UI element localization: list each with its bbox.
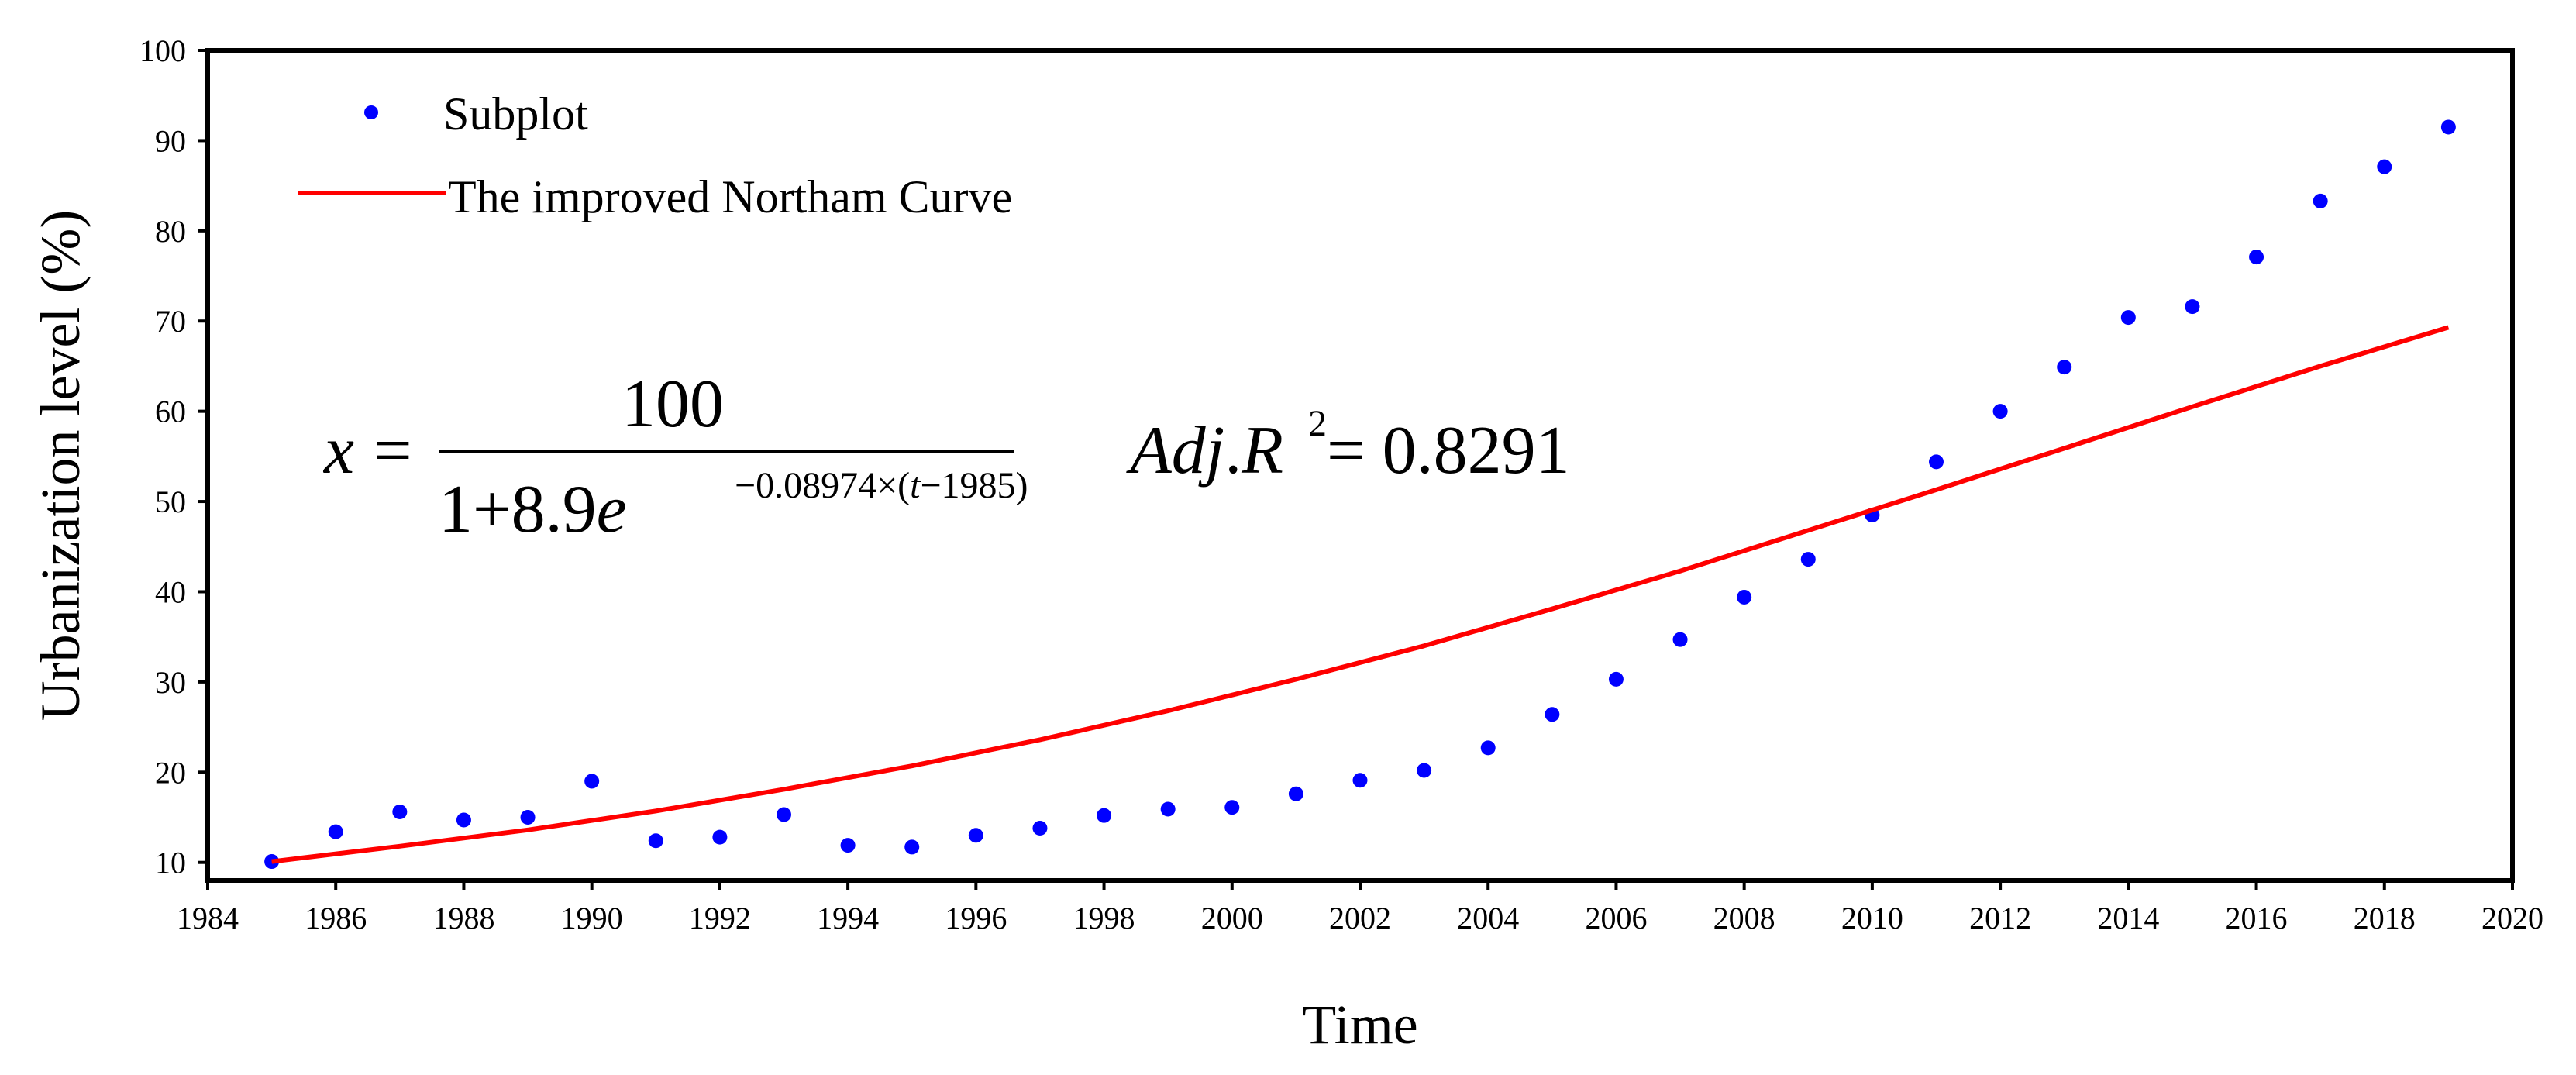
y-tick-label-30: 30 — [155, 665, 186, 700]
data-point-2007 — [1672, 632, 1688, 647]
formula-base: e — [597, 472, 627, 547]
data-point-2000 — [1224, 800, 1240, 815]
x-tick-label-1996: 1996 — [945, 901, 1007, 935]
x-tick-label-1986: 1986 — [305, 901, 367, 935]
y-tick-label-40: 40 — [155, 574, 186, 609]
data-point-2019 — [2440, 119, 2456, 135]
data-point-1996 — [968, 828, 983, 843]
fit-label-a: Adj — [1126, 413, 1224, 488]
data-point-2006 — [1608, 671, 1624, 687]
fit-label-r: R — [1241, 413, 1283, 488]
y-tick-label-90: 90 — [155, 123, 186, 158]
data-point-1990 — [584, 774, 600, 789]
y-tick-label-10: 10 — [155, 846, 186, 880]
y-tick-label-100: 100 — [139, 33, 186, 68]
fit-label-sup: 2 — [1308, 403, 1327, 444]
x-tick-label-2000: 2000 — [1201, 901, 1263, 935]
axes: 1984 1986 1988 1990 1992 1994 1996 1998 2000 2002… — [29, 33, 2543, 1056]
data-point-1993 — [777, 807, 791, 822]
x-tick-label-2008: 2008 — [1713, 901, 1775, 935]
legend-label-subplot: Subplot — [443, 88, 588, 140]
x-tick-label-2016: 2016 — [2226, 901, 2288, 935]
data-point-1999 — [1160, 801, 1176, 817]
data-point-2016 — [2249, 250, 2264, 265]
data-point-1992 — [712, 829, 728, 845]
data-point-2017 — [2313, 193, 2328, 208]
y-axis-title: Urbanization level (%) — [29, 210, 91, 722]
x-tick-label-2006: 2006 — [1585, 901, 1647, 935]
data-point-2001 — [1288, 786, 1303, 801]
data-point-2008 — [1737, 589, 1752, 605]
data-point-1998 — [1097, 808, 1112, 823]
data-point-1997 — [1032, 820, 1048, 836]
data-point-2004 — [1480, 740, 1496, 756]
data-point-2014 — [2120, 310, 2136, 326]
formula-exponent-var: t — [910, 465, 921, 506]
x-tick-label-1998: 1998 — [1073, 901, 1135, 935]
x-tick-label-1990: 1990 — [561, 901, 623, 935]
formula-annotation: x = 100 1+8.9e −0.08974×(t−1985) — [322, 367, 1028, 547]
data-point-2015 — [2185, 299, 2200, 315]
data-point-1989 — [520, 810, 536, 825]
x-tick-label-1994: 1994 — [817, 901, 879, 935]
data-point-2005 — [1545, 707, 1560, 722]
fit-annotation: Adj.R 2 = 0.8291 — [1126, 403, 1570, 488]
legend: Subplot The improved Northam Curve — [298, 88, 1012, 222]
data-point-1986 — [328, 824, 343, 839]
fit-value: = 0.8291 — [1327, 413, 1570, 488]
data-point-2002 — [1352, 773, 1368, 788]
data-point-1994 — [840, 838, 856, 853]
data-point-2003 — [1417, 763, 1432, 778]
data-point-2018 — [2377, 159, 2392, 174]
data-point-1987 — [392, 805, 408, 820]
data-point-2012 — [1992, 404, 2008, 419]
x-axis-title: Time — [1302, 994, 1417, 1056]
formula-exponent-a: −0.08974×( — [735, 465, 910, 506]
x-tick-label-2012: 2012 — [1969, 901, 2031, 935]
legend-label-northam: The improved Northam Curve — [448, 171, 1012, 222]
data-point-1991 — [648, 833, 663, 849]
fit-label-dot: . — [1224, 413, 1242, 488]
y-tick-label-70: 70 — [155, 304, 186, 339]
x-tick-label-2020: 2020 — [2481, 901, 2543, 935]
data-point-1988 — [456, 812, 471, 828]
x-tick-label-1984: 1984 — [177, 901, 239, 935]
x-tick-label-1988: 1988 — [432, 901, 494, 935]
data-point-2009 — [1800, 552, 1816, 567]
data-point-2013 — [2057, 360, 2072, 375]
legend-marker-subplot — [364, 105, 378, 119]
formula-equals: = — [374, 413, 412, 488]
x-tick-label-1992: 1992 — [689, 901, 751, 935]
plot-area — [264, 119, 2456, 870]
x-tick-label-2018: 2018 — [2354, 901, 2416, 935]
formula-exponent: −0.08974×(t−1985) — [735, 465, 1028, 506]
y-tick-label-80: 80 — [155, 214, 186, 249]
formula-numerator: 100 — [622, 367, 724, 442]
formula-exponent-b: −1985) — [920, 465, 1028, 506]
data-point-2011 — [1929, 454, 1944, 470]
formula-denominator: 1+8.9e — [439, 472, 627, 547]
series-line-northam-curve — [271, 325, 2450, 864]
formula-lhs: x — [322, 413, 354, 488]
x-tick-label-2014: 2014 — [2097, 901, 2159, 935]
y-tick-label-20: 20 — [155, 755, 186, 790]
x-tick-label-2004: 2004 — [1457, 901, 1519, 935]
x-tick-label-2002: 2002 — [1329, 901, 1391, 935]
fit-label: Adj.R — [1126, 413, 1283, 488]
x-tick-label-2010: 2010 — [1841, 901, 1903, 935]
formula-denominator-prefix: 1+8.9 — [439, 472, 597, 547]
y-tick-label-50: 50 — [155, 484, 186, 519]
y-tick-label-60: 60 — [155, 395, 186, 429]
data-point-1995 — [904, 839, 920, 855]
